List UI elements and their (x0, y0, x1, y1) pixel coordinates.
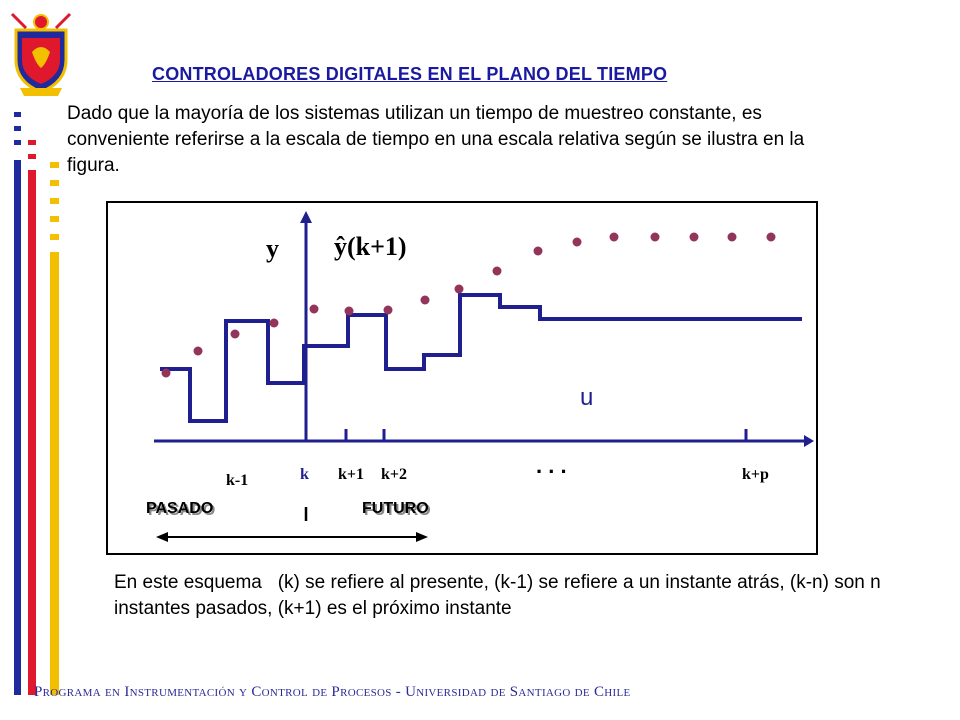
university-crest-logo (10, 12, 72, 96)
decorative-stripes (14, 112, 59, 695)
tick-label-k: k (300, 466, 309, 483)
yhat-label: ŷ(k+1) (334, 232, 407, 261)
ellipsis-label: . . . (536, 453, 567, 478)
output-dot (344, 306, 354, 316)
output-dot (269, 318, 279, 328)
control-signal-steps (160, 293, 802, 423)
tick-label-k-plus-p: k+p (742, 466, 769, 483)
intro-paragraph: Dado que la mayoría de los sistemas util… (67, 103, 805, 176)
time-axis-arrowhead (804, 435, 814, 447)
output-dot (533, 246, 543, 256)
slide-title: CONTROLADORES DIGITALES EN EL PLANO DEL … (152, 64, 668, 84)
output-dot (492, 266, 502, 276)
tick-label-k-plus-1: k+1 (338, 466, 364, 483)
outro-paragraph: En este esquema (k) se refiere al presen… (114, 572, 886, 619)
footer-text: Programa en Instrumentación y Control de… (34, 684, 631, 700)
output-dot (454, 284, 464, 294)
output-dot (230, 329, 240, 339)
tick-label-k-minus-1: k-1 (226, 472, 248, 489)
output-dot (650, 232, 660, 242)
output-dot (727, 232, 737, 242)
y-axis-label: y (266, 234, 279, 263)
y-axis-arrowhead (300, 211, 312, 223)
output-dot (161, 368, 171, 378)
past-label: PASADO (146, 500, 213, 517)
u-label: u (580, 384, 593, 411)
time-span-arrowhead-left (156, 532, 168, 542)
time-span-arrowhead-right (416, 532, 428, 542)
output-dot (383, 305, 393, 315)
tick-label-k-plus-2: k+2 (381, 466, 407, 483)
output-dot (689, 232, 699, 242)
output-dots (161, 232, 776, 378)
output-dot (572, 237, 582, 247)
output-dot (420, 295, 430, 305)
output-dot (766, 232, 776, 242)
past-label-shadow: PASADO (148, 502, 215, 519)
output-dot (193, 346, 203, 356)
output-dot (309, 304, 319, 314)
future-label: FUTURO (362, 500, 429, 517)
output-dot (609, 232, 619, 242)
time-scale-figure: y ŷ(k+1) u k-1 k k+1 k+2 . . . k+p PASAD… (106, 201, 818, 555)
future-label-shadow: FUTURO (364, 502, 431, 519)
